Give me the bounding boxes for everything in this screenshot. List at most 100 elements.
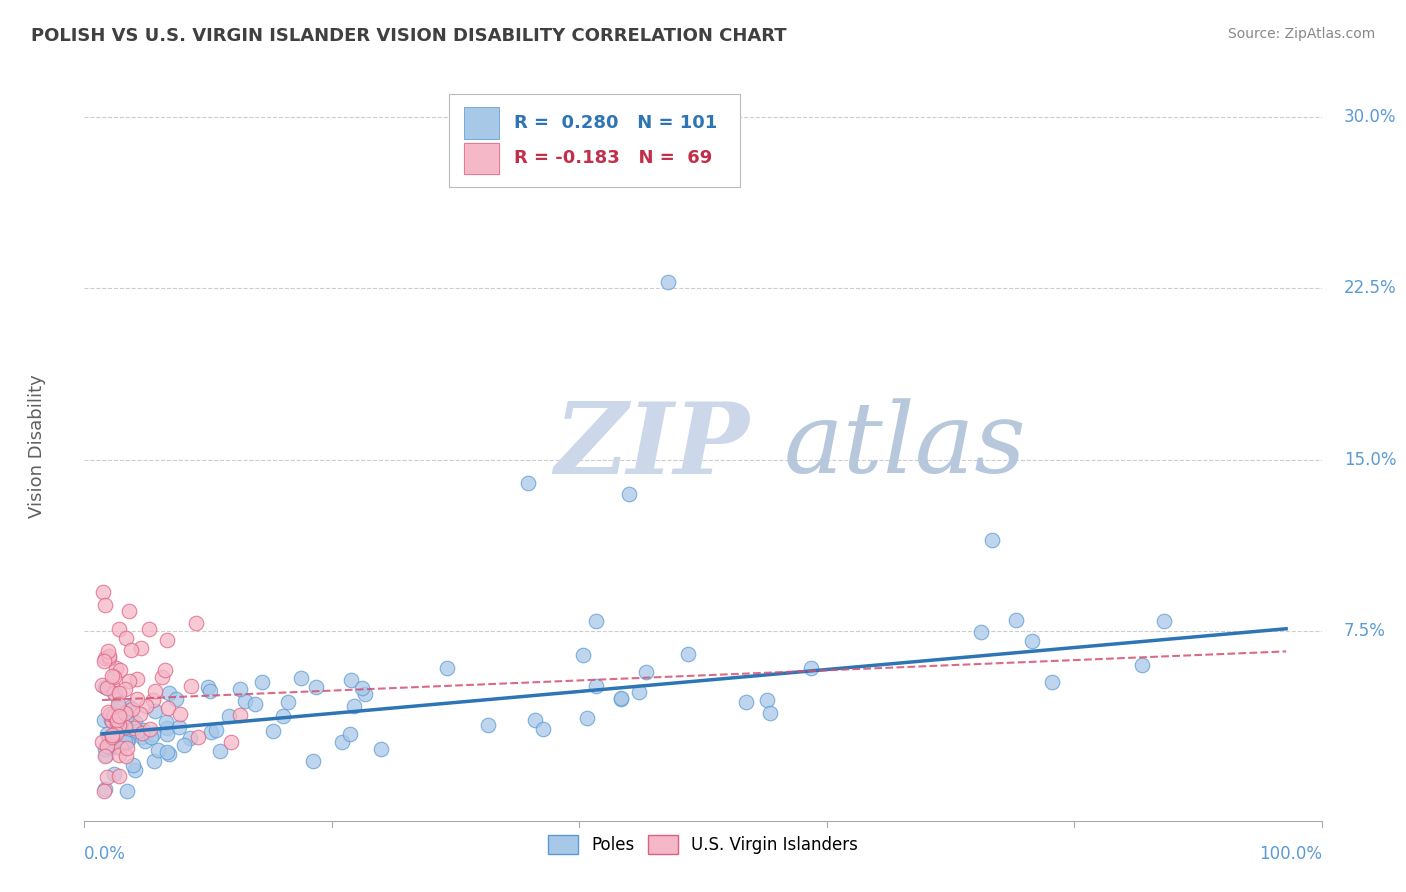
Point <box>138 622 160 636</box>
Point <box>112 715 135 730</box>
Point <box>1040 675 1063 690</box>
Text: Source: ZipAtlas.com: Source: ZipAtlas.com <box>1227 27 1375 41</box>
Point <box>477 718 499 732</box>
Point <box>1021 634 1043 648</box>
Point <box>156 700 179 714</box>
Point <box>800 661 823 675</box>
Point <box>122 721 145 735</box>
Point <box>97 705 120 719</box>
Point <box>759 706 782 721</box>
Point <box>103 686 125 700</box>
Text: 30.0%: 30.0% <box>1344 108 1396 126</box>
Point <box>610 691 633 706</box>
Point <box>165 691 187 706</box>
Point <box>98 731 121 746</box>
Point <box>143 704 166 718</box>
Point <box>169 720 191 734</box>
Bar <box>464 143 499 174</box>
Point <box>94 680 117 694</box>
Point <box>105 713 128 727</box>
Point <box>96 644 118 658</box>
Point <box>139 730 162 744</box>
Point <box>124 714 146 729</box>
Point <box>114 631 136 645</box>
Point <box>290 671 312 685</box>
Point <box>219 735 242 749</box>
Point <box>197 680 219 694</box>
Point <box>179 731 201 745</box>
Point <box>436 660 458 674</box>
Point <box>120 700 142 714</box>
Point <box>125 723 148 738</box>
Bar <box>464 107 499 139</box>
Point <box>105 705 128 719</box>
Text: POLISH VS U.S. VIRGIN ISLANDER VISION DISABILITY CORRELATION CHART: POLISH VS U.S. VIRGIN ISLANDER VISION DI… <box>31 27 786 45</box>
Point <box>93 713 115 727</box>
Point <box>98 738 121 752</box>
Text: 100.0%: 100.0% <box>1258 845 1322 863</box>
Point <box>531 722 554 736</box>
Point <box>105 715 128 730</box>
Point <box>98 706 121 721</box>
Point <box>229 682 252 697</box>
Point <box>118 674 141 689</box>
Text: 22.5%: 22.5% <box>1344 279 1396 297</box>
Point <box>523 145 546 159</box>
Point <box>91 678 114 692</box>
Point <box>156 721 179 735</box>
Point <box>572 648 595 662</box>
Point <box>609 690 631 705</box>
Point <box>370 742 392 756</box>
Point <box>96 739 118 753</box>
Point <box>354 687 377 701</box>
Point <box>1130 658 1153 673</box>
Point <box>114 706 136 720</box>
Point <box>108 747 131 762</box>
Point <box>180 679 202 693</box>
Point <box>105 721 128 735</box>
Point <box>250 674 273 689</box>
Text: Vision Disability: Vision Disability <box>28 374 46 518</box>
Point <box>339 727 361 741</box>
Point <box>734 695 756 709</box>
Point <box>122 757 145 772</box>
Point <box>91 585 114 599</box>
Point <box>101 728 124 742</box>
Point <box>142 727 165 741</box>
Point <box>114 749 136 764</box>
Point <box>627 684 650 698</box>
Point <box>1153 614 1175 628</box>
Point <box>134 734 156 748</box>
Point <box>108 622 131 636</box>
Point <box>143 684 166 698</box>
Point <box>97 651 120 665</box>
Point <box>107 698 129 712</box>
Text: R = -0.183   N =  69: R = -0.183 N = 69 <box>513 149 711 168</box>
Point <box>110 663 132 677</box>
Point <box>523 713 546 727</box>
Point <box>169 706 191 721</box>
Point <box>262 723 284 738</box>
Point <box>200 725 222 739</box>
Point <box>128 706 150 721</box>
Point <box>101 734 124 748</box>
Point <box>132 723 155 738</box>
Point <box>108 709 131 723</box>
Bar <box>464 143 499 174</box>
Point <box>129 641 152 656</box>
Point <box>156 745 179 759</box>
Point <box>100 714 122 729</box>
Point <box>98 649 121 664</box>
Point <box>103 766 125 780</box>
Point <box>198 684 221 698</box>
Point <box>117 722 139 736</box>
Point <box>91 735 114 749</box>
Text: 0.0%: 0.0% <box>84 845 127 863</box>
Point <box>94 782 117 797</box>
Point <box>105 660 128 674</box>
Point <box>153 663 176 677</box>
Point <box>342 698 364 713</box>
Point <box>121 702 143 716</box>
Point <box>107 713 129 727</box>
Point <box>117 741 139 756</box>
